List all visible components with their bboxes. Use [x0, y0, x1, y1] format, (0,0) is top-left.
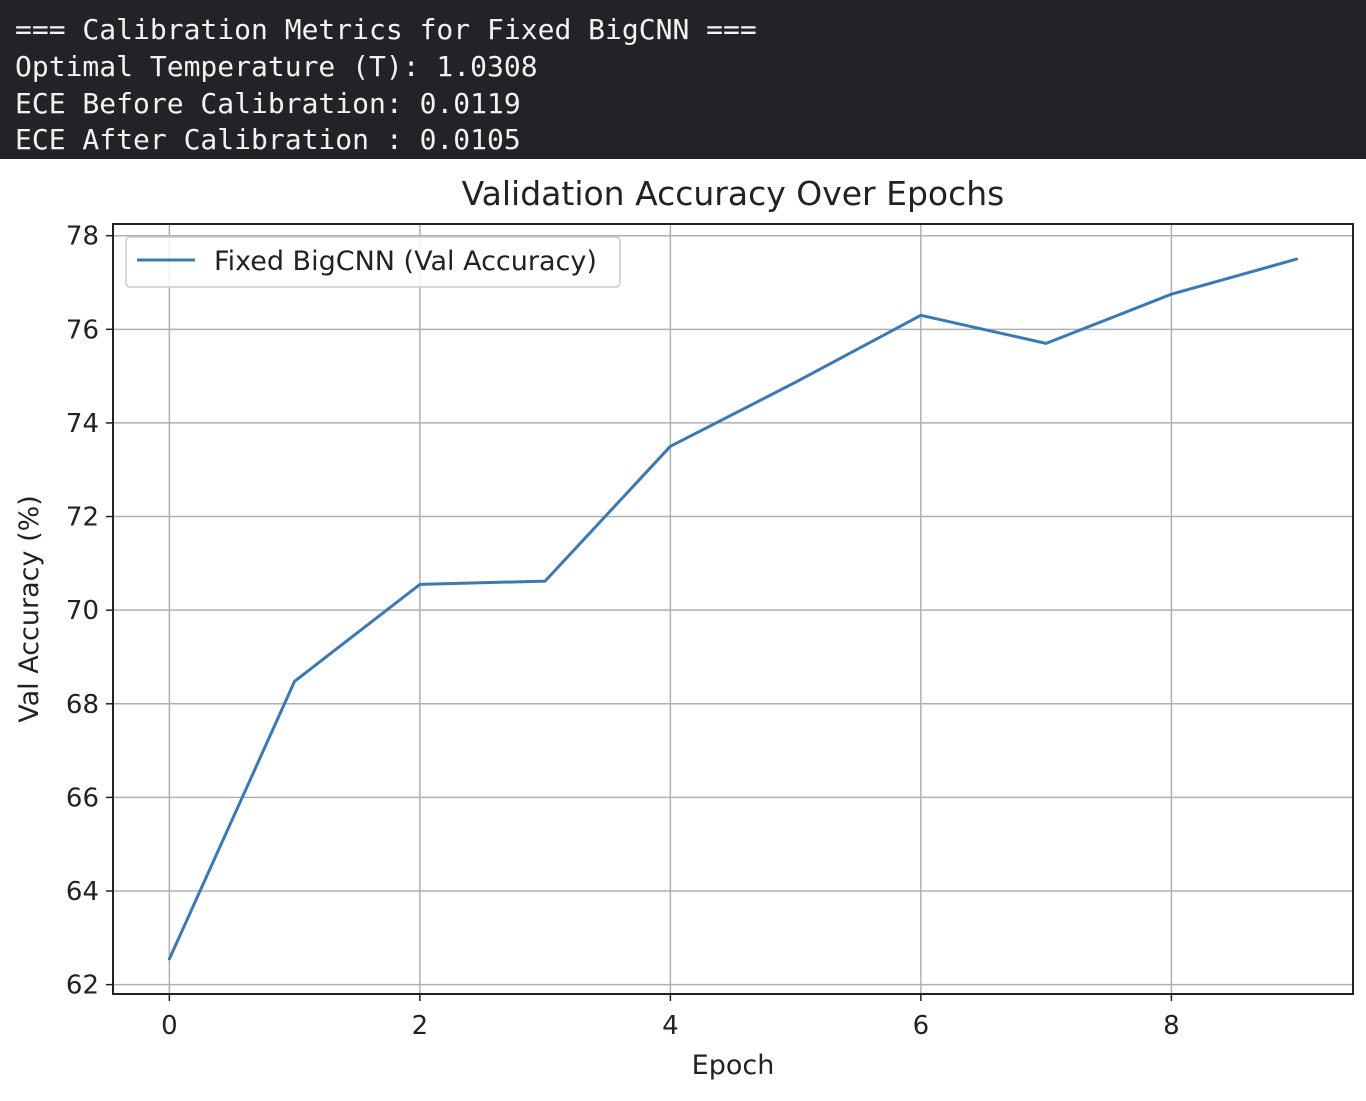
console-line-header: === Calibration Metrics for Fixed BigCNN… [15, 13, 757, 46]
console-line-ece-after: ECE After Calibration : 0.0105 [15, 123, 521, 157]
series-line-0 [167, 257, 1299, 961]
x-axis-label: Epoch [692, 1050, 775, 1081]
x-tick-label: 4 [662, 1011, 679, 1041]
console-line-temperature: Optimal Temperature (T): 1.0308 [15, 49, 538, 83]
chart-title: Validation Accuracy Over Epochs [462, 174, 1005, 213]
y-tick-label: 66 [66, 783, 99, 813]
y-tick-label: 64 [66, 877, 99, 907]
grid-lines [113, 224, 1353, 994]
y-tick-label: 68 [66, 690, 99, 720]
line-chart: Validation Accuracy Over Epochs 0 2 4 6 8626… [14, 174, 1354, 1081]
plot-frame [112, 223, 1354, 995]
legend: Fixed BigCNN (Val Accuracy) [125, 236, 621, 288]
chart-container: Validation Accuracy Over Epochs 0 2 4 6 8 62 6… [0, 159, 1366, 1096]
y-tick-label: 78 [66, 222, 99, 252]
console-line-ece-before: ECE Before Calibration: 0.0119 [15, 86, 521, 120]
x-tick-label: 6 [913, 1011, 930, 1041]
legend-box [125, 236, 621, 288]
x-tick-label: 0 [161, 1011, 178, 1041]
y-tick-label: 76 [66, 315, 99, 345]
console-output: === Calibration Metrics for Fixed BigCNN… [0, 0, 1366, 159]
y-axis-label: Val Accuracy (%) [14, 495, 45, 723]
y-tick-label: 72 [66, 503, 99, 533]
series-layer [167, 257, 1299, 961]
y-tick-label: 62 [66, 971, 99, 1001]
y-tick-label: 74 [66, 409, 99, 439]
y-tick-label: 70 [66, 596, 99, 626]
x-tick-label: 2 [412, 1011, 429, 1041]
legend-label: Fixed BigCNN (Val Accuracy) [214, 246, 597, 277]
x-tick-label: 8 [1163, 1011, 1180, 1041]
